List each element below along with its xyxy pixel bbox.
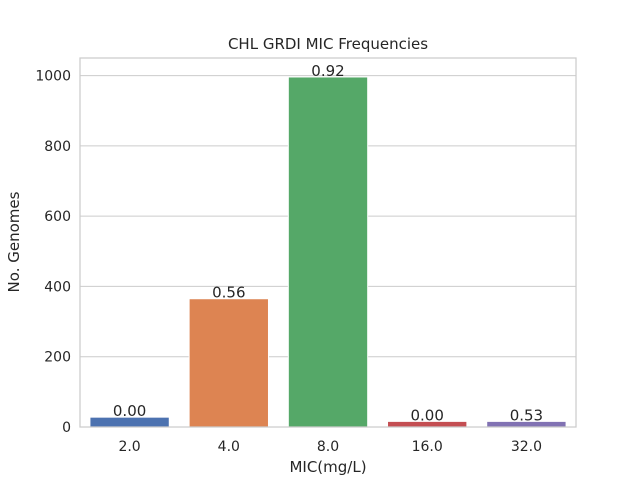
- bar-value-label: 0.00: [113, 402, 146, 420]
- bar: [287, 76, 369, 428]
- chart-title: CHL GRDI MIC Frequencies: [228, 35, 428, 53]
- y-tick-label: 1000: [35, 69, 71, 85]
- y-tick-label: 400: [44, 279, 71, 295]
- bar-value-label: 0.53: [510, 406, 543, 424]
- plot-frame: [79, 57, 577, 428]
- bars: [89, 76, 567, 428]
- x-axis-label: MIC(mg/L): [289, 458, 366, 476]
- y-tick-labels: 0 200 400 600 800 1000: [35, 69, 71, 436]
- bar-value-labels: 0.00 0.56 0.92 0.00 0.53: [113, 62, 543, 424]
- y-axis-label: No. Genomes: [5, 191, 23, 292]
- x-tick-label: 32.0: [511, 439, 542, 455]
- axes-frame: [79, 57, 577, 428]
- bar-value-label: 0.56: [212, 284, 245, 302]
- bar: [188, 298, 269, 428]
- x-tick-label: 16.0: [412, 439, 443, 455]
- y-tick-label: 800: [44, 139, 71, 155]
- x-tick-labels: 2.0 4.0 8.0 16.0 32.0: [118, 439, 542, 455]
- x-tick-label: 8.0: [317, 439, 339, 455]
- y-tick-label: 0: [62, 420, 71, 436]
- x-tick-label: 4.0: [218, 439, 240, 455]
- y-tick-label: 600: [44, 209, 71, 225]
- x-tick-label: 2.0: [118, 439, 140, 455]
- y-tick-label: 200: [44, 350, 71, 366]
- bar-value-label: 0.00: [410, 406, 443, 424]
- bar-value-label: 0.92: [311, 62, 344, 80]
